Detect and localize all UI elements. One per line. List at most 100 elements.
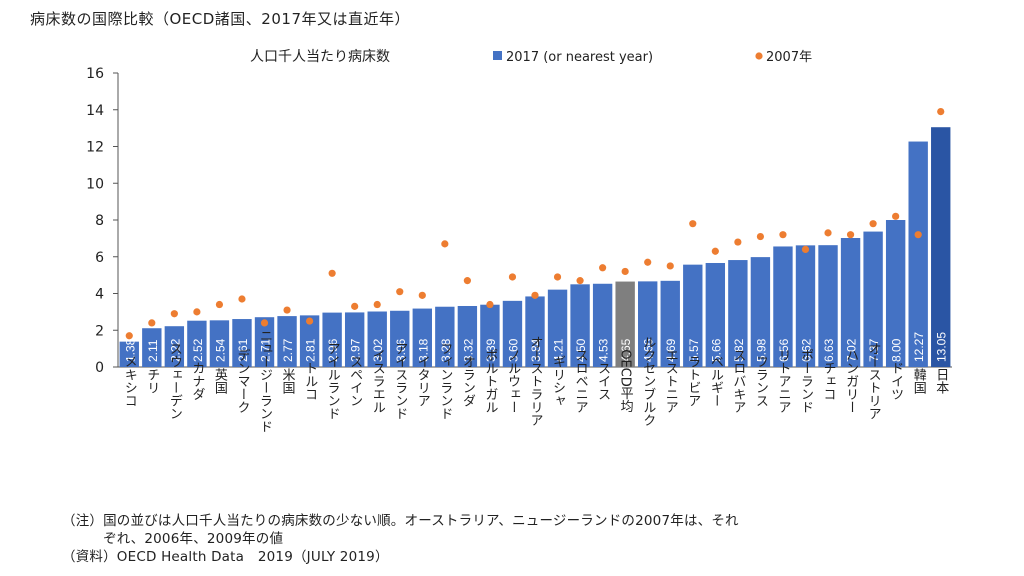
marker-2007 (689, 220, 697, 228)
category-label: ノルウェー (505, 349, 520, 414)
marker-2007 (215, 300, 224, 309)
category-label: OECD平均 (618, 349, 634, 413)
bar (457, 305, 478, 367)
marker-2007 (869, 220, 877, 228)
bar-value-label: 5.66 (709, 338, 723, 362)
bar (119, 341, 139, 367)
bar (277, 316, 297, 367)
category-label: オランダ (460, 355, 475, 407)
marker-2007 (260, 319, 269, 327)
marker-2007 (779, 231, 787, 239)
category-label: スウェーデン (167, 342, 182, 420)
marker-2007 (937, 107, 945, 116)
category-label: チェコ (821, 362, 836, 401)
category-label: ドイツ (888, 362, 903, 401)
source-line: （資料）OECD Health Data 2019（JULY 2019） (62, 549, 389, 565)
marker-2007 (576, 277, 584, 285)
marker-2007 (756, 232, 765, 241)
bar (638, 281, 658, 367)
bar (547, 289, 568, 367)
bar (344, 312, 365, 367)
category-label: イタリア (415, 355, 430, 407)
bar-value-label: 3.60 (506, 338, 520, 362)
bar-value-label: 2.22 (168, 338, 182, 362)
marker-2007 (599, 264, 607, 272)
bar (592, 283, 613, 367)
bar (931, 127, 951, 367)
y-tick-label: 8 (95, 213, 104, 229)
bar (728, 260, 748, 367)
marker-2007 (305, 317, 314, 325)
bar-value-label: 3.39 (484, 338, 498, 362)
chart-subtitle: 人口千人当たり病床数 (250, 49, 390, 65)
category-label: フィンランド (437, 342, 452, 420)
legend-bar-label: 2017 (or nearest year) (506, 50, 653, 65)
bar (525, 296, 545, 367)
bed-count-chart: 0 2 4 6 8 10 12 14 16 人口千人当たり病床数 2017 (or nearest … (86, 49, 952, 433)
marker-2007 (711, 247, 719, 255)
category-label: オーストリア (866, 342, 881, 420)
bar-value-label: 3.84 (529, 338, 543, 362)
legend-dot-label: 2007年 (766, 50, 812, 65)
marker-2007 (328, 269, 336, 277)
y-tick-label: 14 (86, 103, 104, 119)
category-label: 英国 (212, 368, 228, 394)
marker-2007 (193, 308, 201, 316)
category-label: オーストラリア (528, 336, 543, 427)
bar (164, 326, 185, 367)
category-label: スロベニア (573, 349, 589, 414)
marker-2007 (351, 302, 359, 310)
category-label: リトアニア (775, 349, 790, 414)
bar (615, 281, 635, 367)
y-tick-label: 10 (86, 176, 104, 192)
bar (795, 245, 816, 367)
legend-bar-swatch (493, 51, 502, 60)
bar-value-label: 2.54 (213, 338, 227, 362)
marker-2007 (170, 310, 178, 318)
bar-value-label: 12.27 (912, 332, 926, 362)
category-label: スイス (595, 362, 610, 401)
marker-2007 (801, 245, 810, 253)
bar-value-label: 13.05 (935, 332, 949, 362)
category-label: ハンガリー (843, 349, 858, 414)
bar-value-label: 8.00 (890, 338, 904, 362)
bar-value-label: 2.97 (349, 338, 363, 362)
category-label: ポーランド (798, 349, 813, 414)
marker-2007 (824, 229, 832, 237)
bar (254, 317, 275, 367)
bar-value-label: 4.53 (597, 338, 611, 362)
bar-value-label: 2.11 (146, 339, 160, 362)
category-label: ニュージーランド (257, 329, 272, 433)
category-label: ラトビア (685, 355, 700, 407)
bar (908, 141, 928, 367)
category-label: メキシコ (122, 355, 137, 407)
bar (480, 304, 500, 367)
category-label: チリ (144, 368, 159, 394)
bar-value-label: 3.32 (461, 338, 475, 362)
bar-value-label: 7.37 (867, 338, 881, 362)
category-label: カナダ (189, 362, 204, 401)
category-label: スペイン (347, 355, 363, 407)
bar (660, 280, 680, 367)
marker-2007 (621, 267, 629, 276)
marker-2007 (666, 262, 674, 270)
bar (750, 257, 771, 367)
bar (570, 284, 590, 367)
marker-2007 (373, 300, 381, 309)
bar-value-label: 4.66 (642, 338, 656, 362)
bar-value-label: 2.52 (191, 338, 205, 362)
marker-2007 (283, 306, 291, 314)
bar (705, 262, 726, 367)
y-tick-label: 2 (95, 323, 104, 339)
bar-value-label: 6.62 (799, 338, 813, 362)
bar (367, 311, 387, 367)
note-line-1: （注）国の並びは人口千人当たりの病床数の少ない順。オーストラリア、ニュージーラン… (62, 513, 739, 529)
note-line-2: ぞれ、2006年、2009年の値 (62, 531, 284, 547)
category-label: スロバキア (730, 349, 746, 414)
bar (435, 306, 455, 367)
bar (187, 320, 207, 367)
bar-value-label: 5.82 (732, 338, 746, 362)
bar (412, 308, 432, 367)
category-label: ギリシャ (550, 355, 565, 407)
marker-2007 (914, 231, 922, 239)
